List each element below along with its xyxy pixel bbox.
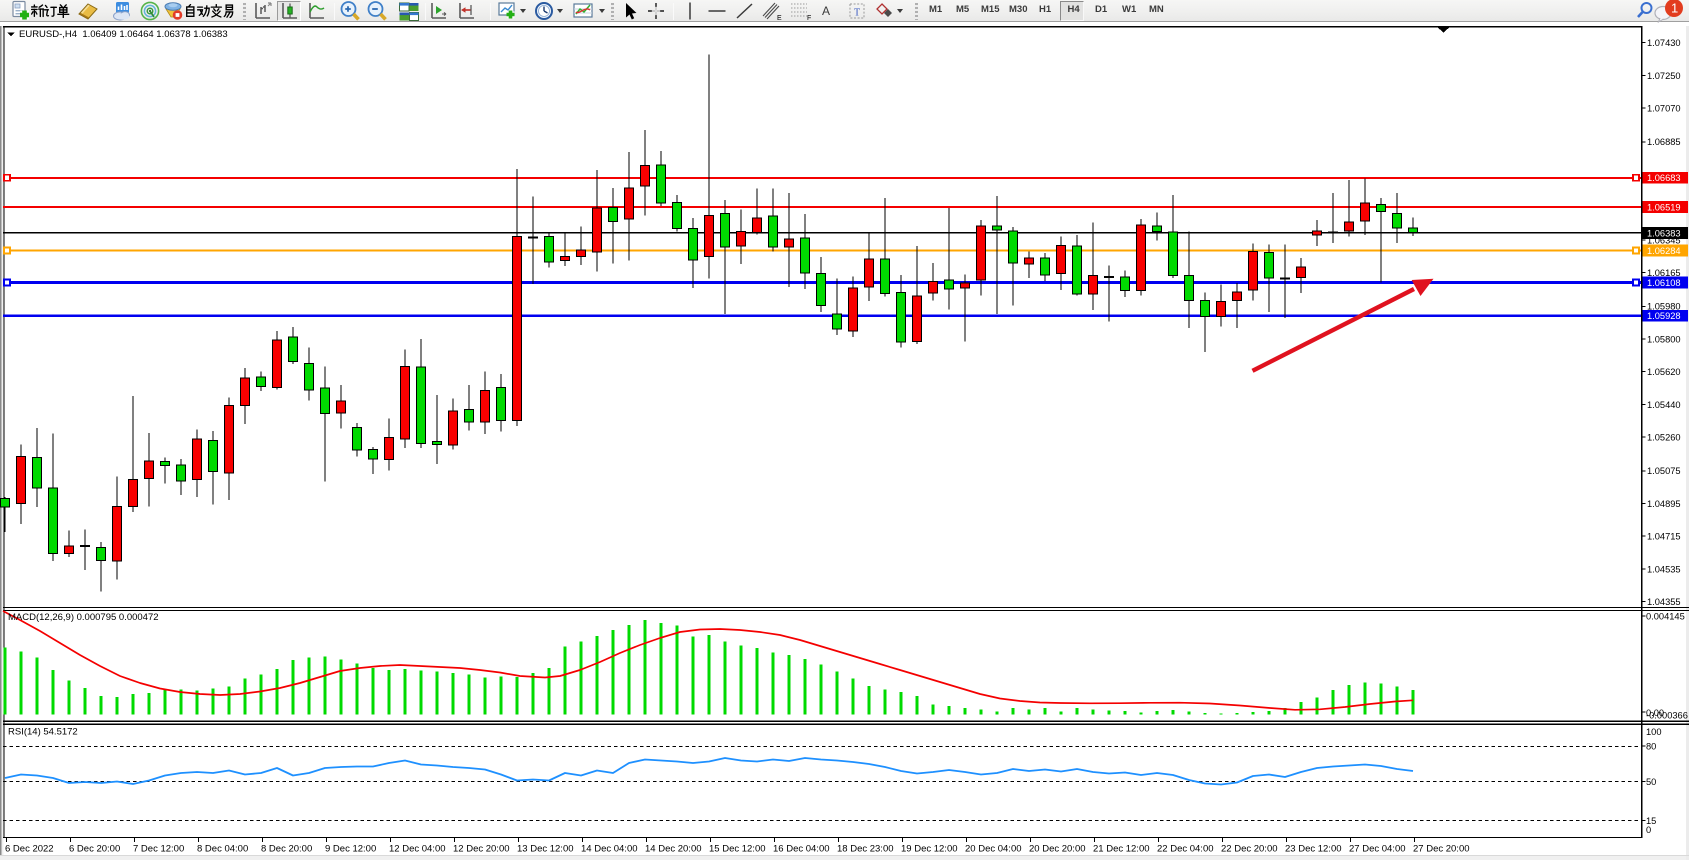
svg-text:22 Dec 04:00: 22 Dec 04:00 (1157, 844, 1214, 855)
svg-text:9 Dec 12:00: 9 Dec 12:00 (325, 844, 376, 855)
svg-text:23 Dec 12:00: 23 Dec 12:00 (1285, 844, 1342, 855)
svg-text:1.06345: 1.06345 (1647, 236, 1681, 246)
svg-text:1.06165: 1.06165 (1647, 268, 1681, 278)
svg-text:-0.000366: -0.000366 (1646, 711, 1688, 721)
svg-text:27 Dec 20:00: 27 Dec 20:00 (1413, 844, 1470, 855)
svg-text:1.07070: 1.07070 (1647, 104, 1681, 114)
svg-text:18 Dec 23:00: 18 Dec 23:00 (837, 844, 894, 855)
svg-text:1.04355: 1.04355 (1647, 597, 1681, 607)
svg-text:1.05800: 1.05800 (1647, 334, 1681, 344)
svg-text:7 Dec 12:00: 7 Dec 12:00 (133, 844, 184, 855)
svg-text:RSI(14) 54.5172: RSI(14) 54.5172 (8, 727, 78, 738)
svg-text:6 Dec 20:00: 6 Dec 20:00 (69, 844, 120, 855)
svg-text:27 Dec 04:00: 27 Dec 04:00 (1349, 844, 1406, 855)
svg-text:19 Dec 12:00: 19 Dec 12:00 (901, 844, 958, 855)
svg-text:14 Dec 20:00: 14 Dec 20:00 (645, 844, 702, 855)
svg-text:0: 0 (1646, 825, 1651, 835)
svg-text:1.04715: 1.04715 (1647, 532, 1681, 542)
svg-text:1: 1 (1671, 1, 1678, 16)
svg-text:1.04895: 1.04895 (1647, 499, 1681, 509)
svg-text:8 Dec 20:00: 8 Dec 20:00 (261, 844, 312, 855)
svg-text:14 Dec 04:00: 14 Dec 04:00 (581, 844, 638, 855)
svg-text:80: 80 (1646, 741, 1656, 751)
svg-text:12 Dec 04:00: 12 Dec 04:00 (389, 844, 446, 855)
svg-text:F: F (807, 15, 811, 22)
svg-text:E: E (777, 15, 782, 22)
svg-text:6 Dec 2022: 6 Dec 2022 (5, 844, 54, 855)
svg-text:16 Dec 04:00: 16 Dec 04:00 (773, 844, 830, 855)
svg-text:22 Dec 20:00: 22 Dec 20:00 (1221, 844, 1278, 855)
svg-text:1.05928: 1.05928 (1647, 311, 1681, 321)
svg-text:20 Dec 04:00: 20 Dec 04:00 (965, 844, 1022, 855)
svg-text:100: 100 (1646, 727, 1662, 737)
svg-text:EURUSD-,H4 1.06409 1.06464 1.: EURUSD-,H4 1.06409 1.06464 1.06378 1.063… (19, 29, 228, 40)
svg-text:1.07250: 1.07250 (1647, 71, 1681, 81)
svg-text:0.00: 0.00 (1646, 708, 1664, 718)
svg-text:1.06683: 1.06683 (1647, 173, 1681, 183)
svg-text:8 Dec 04:00: 8 Dec 04:00 (197, 844, 248, 855)
svg-text:15 Dec 12:00: 15 Dec 12:00 (709, 844, 766, 855)
svg-text:1.05075: 1.05075 (1647, 466, 1681, 476)
svg-text:13 Dec 12:00: 13 Dec 12:00 (517, 844, 574, 855)
svg-text:1.06383: 1.06383 (1647, 228, 1681, 238)
svg-text:1.06108: 1.06108 (1647, 278, 1681, 288)
svg-text:MACD(12,26,9) 0.000795 0.00047: MACD(12,26,9) 0.000795 0.000472 (8, 612, 159, 623)
svg-text:15: 15 (1646, 816, 1656, 826)
svg-text:0.004145: 0.004145 (1646, 612, 1685, 622)
svg-text:50: 50 (1646, 777, 1656, 787)
svg-text:1.04535: 1.04535 (1647, 564, 1681, 574)
svg-text:12 Dec 20:00: 12 Dec 20:00 (453, 844, 510, 855)
svg-text:1.05260: 1.05260 (1647, 433, 1681, 443)
svg-text:1.05620: 1.05620 (1647, 367, 1681, 377)
svg-text:T: T (854, 8, 860, 19)
svg-text:1.07430: 1.07430 (1647, 38, 1681, 48)
svg-text:1.06885: 1.06885 (1647, 137, 1681, 147)
svg-text:1.05980: 1.05980 (1647, 302, 1681, 312)
svg-text:1.05440: 1.05440 (1647, 400, 1681, 410)
svg-text:1.06284: 1.06284 (1647, 246, 1681, 256)
svg-text:21 Dec 12:00: 21 Dec 12:00 (1093, 844, 1150, 855)
svg-text:1.06519: 1.06519 (1647, 202, 1681, 212)
svg-text:20 Dec 20:00: 20 Dec 20:00 (1029, 844, 1086, 855)
